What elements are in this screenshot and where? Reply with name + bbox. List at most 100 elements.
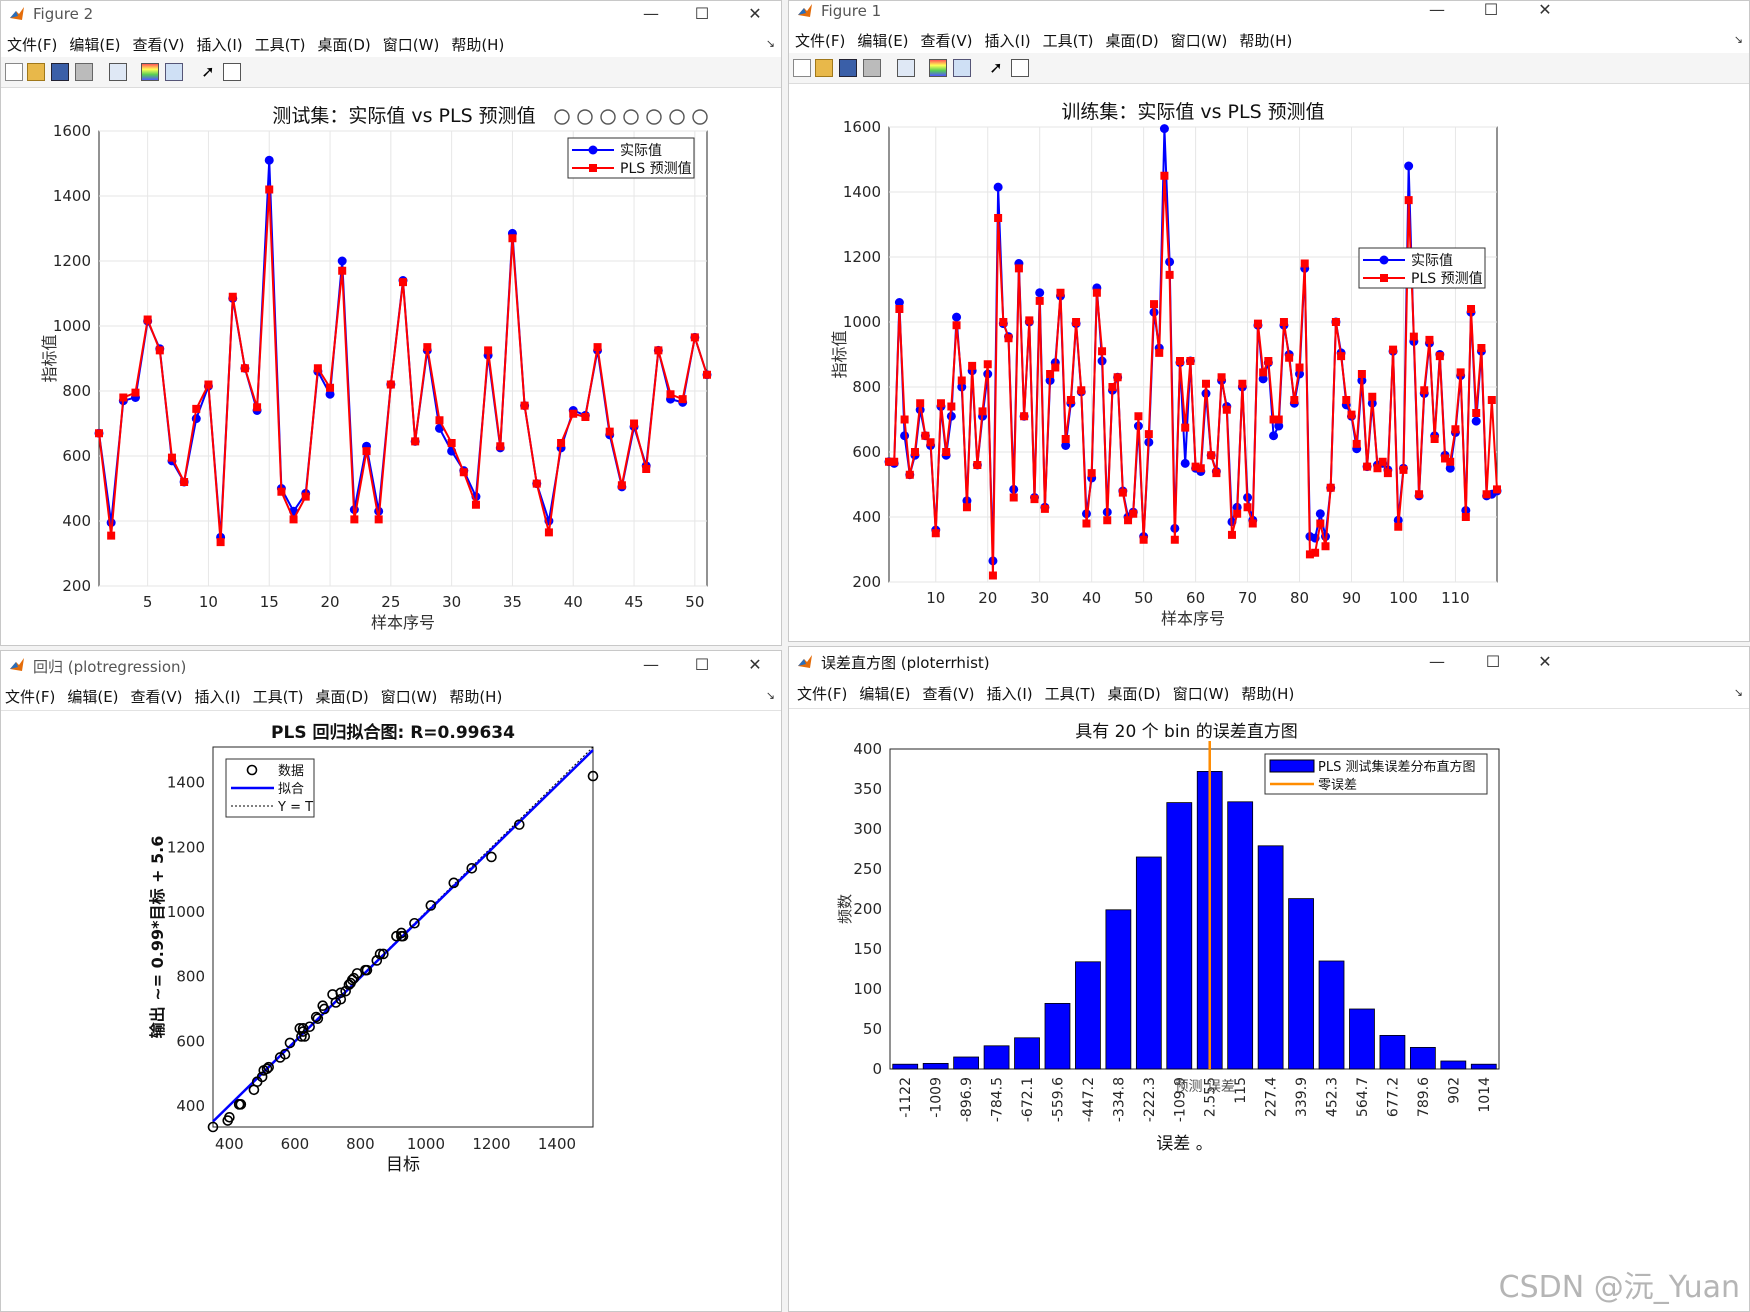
property-editor-icon[interactable] [1011, 59, 1029, 77]
x-tick-label: 452.3 [1325, 1077, 1341, 1117]
regression-titlebar[interactable]: 回归 (plotregression) — ☐ ✕ [1, 651, 781, 677]
menu-help[interactable]: 帮助(H) [451, 36, 505, 54]
x-axis-label: 样本序号 [371, 613, 435, 632]
x-axis-label: 目标 [386, 1155, 420, 1175]
predicted-point [1238, 379, 1247, 388]
menu-help[interactable]: 帮助(H) [1241, 685, 1295, 703]
dock-arrow-icon[interactable]: ↘ [765, 689, 775, 702]
save-icon[interactable] [51, 63, 69, 81]
menu-desktop[interactable]: 桌面(D) [315, 688, 369, 706]
menu-desktop[interactable]: 桌面(D) [1107, 685, 1161, 703]
menu-view[interactable]: 查看(V) [132, 36, 185, 54]
open-folder-icon[interactable] [815, 59, 833, 77]
menu-view[interactable]: 查看(V) [922, 685, 975, 703]
menu-insert[interactable]: 插入(I) [194, 688, 241, 706]
colorbar-icon[interactable] [929, 59, 947, 77]
menu-window[interactable]: 窗口(W) [382, 36, 440, 54]
predicted-point [1165, 270, 1174, 279]
property-editor-icon[interactable] [223, 63, 241, 81]
pointer-icon[interactable]: ➚ [201, 62, 215, 81]
maximize-icon[interactable]: ☐ [694, 655, 710, 674]
histogram-bar [1257, 845, 1284, 1070]
menu-file[interactable]: 文件(F) [795, 32, 846, 50]
close-icon[interactable]: ✕ [748, 4, 762, 23]
open-folder-icon[interactable] [27, 63, 45, 81]
x-tick-label: 115 [1233, 1077, 1249, 1104]
predicted-point [1394, 522, 1403, 531]
menu-edit[interactable]: 编辑(E) [859, 685, 911, 703]
link-plot-icon[interactable] [109, 63, 127, 81]
dock-arrow-icon[interactable]: ↘ [765, 37, 775, 50]
menu-tools[interactable]: 工具(T) [254, 36, 306, 54]
menu-insert[interactable]: 插入(I) [196, 36, 243, 54]
legend-icon[interactable] [165, 63, 183, 81]
menu-insert[interactable]: 插入(I) [986, 685, 1033, 703]
predicted-point [338, 266, 347, 275]
menu-edit[interactable]: 编辑(E) [857, 32, 909, 50]
menu-file[interactable]: 文件(F) [797, 685, 848, 703]
maximize-icon[interactable]: ☐ [1483, 0, 1499, 19]
x-tick-label: -222.3 [1142, 1077, 1158, 1122]
pointer-icon[interactable]: ➚ [989, 58, 1003, 77]
menu-window[interactable]: 窗口(W) [1170, 32, 1228, 50]
maximize-icon[interactable]: ☐ [1485, 652, 1501, 671]
menu-tools[interactable]: 工具(T) [1042, 32, 1094, 50]
close-icon[interactable]: ✕ [748, 655, 762, 674]
actual-point [993, 182, 1003, 192]
menu-help[interactable]: 帮助(H) [449, 688, 503, 706]
predicted-point [994, 214, 1003, 222]
x-axis-label: 样本序号 [1161, 609, 1225, 628]
histogram-bar [892, 1063, 919, 1070]
menu-desktop[interactable]: 桌面(D) [317, 36, 371, 54]
menu-view[interactable]: 查看(V) [920, 32, 973, 50]
print-icon[interactable] [863, 59, 881, 77]
y-axis-label: 指标值 [830, 330, 849, 378]
menu-help[interactable]: 帮助(H) [1239, 32, 1293, 50]
y-tick-label: 200 [852, 573, 881, 591]
y-axis-label: 输出 ~= 0.99*目标 + 5.6 [148, 836, 167, 1039]
predicted-point [900, 415, 909, 424]
minimize-icon[interactable]: — [1429, 0, 1445, 19]
menu-window[interactable]: 窗口(W) [1172, 685, 1230, 703]
minimize-icon[interactable]: — [643, 4, 659, 23]
figure2-titlebar[interactable]: Figure 2 — ☐ ✕ [1, 1, 781, 27]
legend-icon[interactable] [953, 59, 971, 77]
dock-arrow-icon[interactable]: ↘ [1733, 33, 1743, 46]
print-icon[interactable] [75, 63, 93, 81]
close-icon[interactable]: ✕ [1538, 0, 1552, 19]
predicted-point [1420, 386, 1429, 395]
colorbar-icon[interactable] [141, 63, 159, 81]
figure1-titlebar[interactable]: Figure 1 — ☐ ✕ [789, 1, 1749, 23]
menu-tools[interactable]: 工具(T) [1044, 685, 1096, 703]
zoom-in-icon [646, 109, 662, 125]
menu-edit[interactable]: 编辑(E) [69, 36, 121, 54]
errhist-titlebar[interactable]: 误差直方图 (ploterrhist) — ☐ ✕ [789, 647, 1749, 675]
menu-file[interactable]: 文件(F) [5, 688, 56, 706]
close-icon[interactable]: ✕ [1538, 652, 1552, 671]
menu-desktop[interactable]: 桌面(D) [1105, 32, 1159, 50]
predicted-point [240, 364, 249, 373]
figure1-window: Figure 1 — ☐ ✕ 文件(F) 编辑(E) 查看(V) 插入(I) 工具(T)… [788, 0, 1750, 642]
histogram-bar [983, 1045, 1010, 1070]
data-point [279, 1048, 291, 1060]
y-tick-label: 1200 [167, 838, 205, 856]
minimize-icon[interactable]: — [1429, 652, 1445, 671]
new-file-icon[interactable] [793, 59, 811, 77]
data-point [425, 900, 437, 911]
predicted-point [1129, 509, 1138, 518]
dock-arrow-icon[interactable]: ↘ [1733, 686, 1743, 699]
menu-insert[interactable]: 插入(I) [984, 32, 1031, 50]
minimize-icon[interactable]: — [643, 655, 659, 674]
menu-edit[interactable]: 编辑(E) [67, 688, 119, 706]
menu-file[interactable]: 文件(F) [7, 36, 58, 54]
predicted-point [471, 500, 480, 509]
save-icon[interactable] [839, 59, 857, 77]
link-plot-icon[interactable] [897, 59, 915, 77]
menu-window[interactable]: 窗口(W) [380, 688, 438, 706]
maximize-icon[interactable]: ☐ [694, 4, 710, 23]
predicted-point [1321, 542, 1330, 551]
menu-tools[interactable]: 工具(T) [252, 688, 304, 706]
new-file-icon[interactable] [5, 63, 23, 81]
zoom-out-icon [669, 109, 685, 125]
menu-view[interactable]: 查看(V) [130, 688, 183, 706]
